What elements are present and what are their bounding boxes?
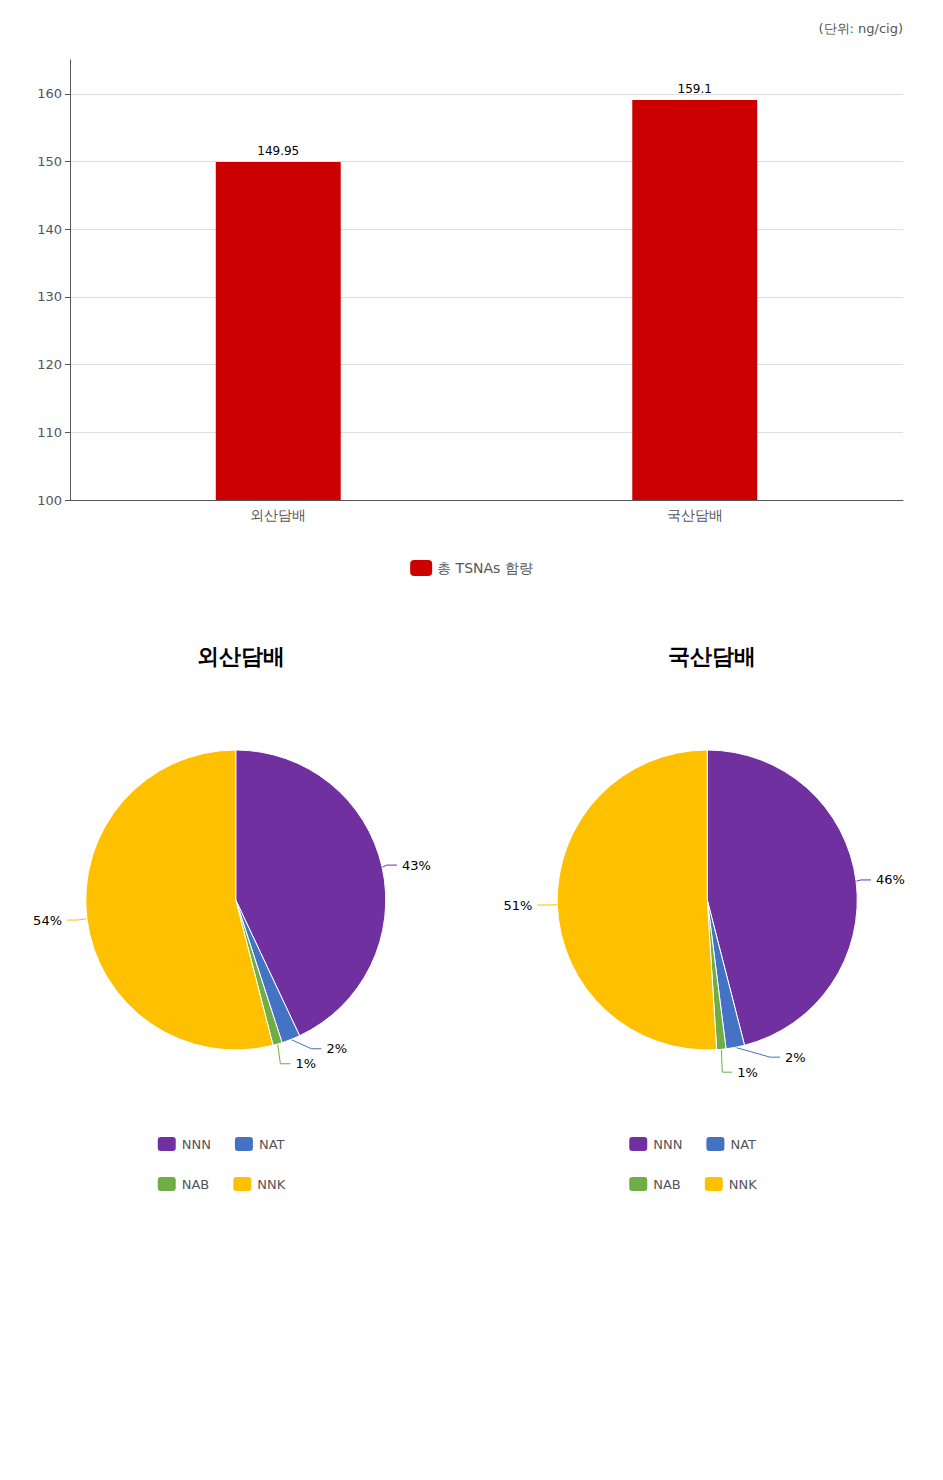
svg-text:NNN: NNN (653, 1137, 682, 1152)
svg-text:NNN: NNN (182, 1137, 211, 1152)
svg-text:140: 140 (37, 222, 62, 237)
svg-text:149.95: 149.95 (257, 144, 299, 158)
svg-text:1%: 1% (295, 1056, 316, 1071)
svg-text:(단위: ng/cig): (단위: ng/cig) (818, 21, 903, 36)
svg-text:국산담배: 국산담배 (667, 507, 723, 523)
svg-text:NAB: NAB (182, 1177, 210, 1192)
svg-text:46%: 46% (876, 872, 905, 887)
svg-text:NAT: NAT (259, 1137, 285, 1152)
svg-text:NAT: NAT (730, 1137, 756, 1152)
svg-text:160: 160 (37, 86, 62, 101)
svg-text:총 TSNAs 함량: 총 TSNAs 함량 (437, 560, 533, 576)
svg-text:43%: 43% (402, 858, 431, 873)
svg-text:130: 130 (37, 289, 62, 304)
svg-text:NAB: NAB (653, 1177, 681, 1192)
svg-text:120: 120 (37, 357, 62, 372)
svg-text:외산담배: 외산담배 (197, 644, 285, 669)
svg-text:외산담배: 외산담배 (250, 507, 306, 523)
svg-text:2%: 2% (326, 1041, 347, 1056)
svg-text:100: 100 (37, 493, 62, 508)
svg-text:2%: 2% (785, 1050, 806, 1065)
svg-text:국산담배: 국산담배 (668, 644, 756, 669)
svg-text:NNK: NNK (257, 1177, 285, 1192)
svg-text:1%: 1% (737, 1065, 758, 1080)
svg-text:150: 150 (37, 154, 62, 169)
svg-text:NNK: NNK (729, 1177, 757, 1192)
svg-text:159.1: 159.1 (678, 82, 712, 96)
svg-text:110: 110 (37, 425, 62, 440)
svg-text:54%: 54% (33, 913, 62, 928)
svg-text:51%: 51% (503, 898, 532, 913)
